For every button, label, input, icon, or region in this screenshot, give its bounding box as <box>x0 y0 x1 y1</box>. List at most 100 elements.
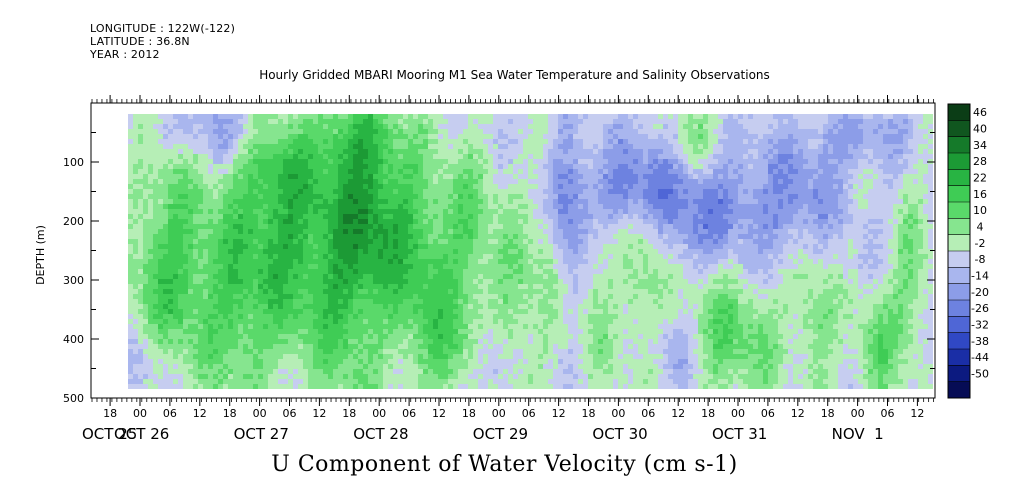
field-cell <box>788 169 794 175</box>
field-cell <box>453 219 459 225</box>
field-cell <box>278 244 284 250</box>
field-cell <box>878 119 884 125</box>
field-cell <box>318 264 324 270</box>
field-cell <box>333 214 339 220</box>
field-cell <box>783 184 789 190</box>
field-cell <box>423 209 429 215</box>
field-cell <box>258 174 264 180</box>
field-cell <box>558 169 564 175</box>
field-cell <box>398 179 404 185</box>
field-cell <box>488 149 494 155</box>
field-cell <box>338 264 344 270</box>
field-cell <box>273 139 279 145</box>
field-cell <box>258 234 264 240</box>
field-cell <box>133 204 139 210</box>
field-cell <box>688 179 694 185</box>
field-cell <box>253 194 259 200</box>
field-cell <box>898 249 904 255</box>
field-cell <box>323 144 329 150</box>
field-cell <box>758 134 764 140</box>
field-cell <box>188 129 194 135</box>
field-cell <box>268 254 274 260</box>
field-cell <box>888 164 894 170</box>
field-cell <box>553 264 559 270</box>
field-cell <box>673 139 679 145</box>
field-cell <box>573 234 579 240</box>
field-cell <box>208 259 214 265</box>
field-cell <box>333 234 339 240</box>
field-cell <box>563 204 569 210</box>
field-cell <box>153 219 159 225</box>
field-cell <box>783 149 789 155</box>
field-cell <box>593 204 599 210</box>
field-cell <box>863 129 869 135</box>
field-cell <box>128 194 134 200</box>
field-cell <box>568 224 574 230</box>
field-cell <box>393 214 399 220</box>
field-cell <box>543 224 549 230</box>
field-cell <box>733 244 739 250</box>
field-cell <box>758 119 764 125</box>
field-cell <box>668 204 674 210</box>
field-cell <box>568 214 574 220</box>
field-cell <box>778 154 784 160</box>
field-cell <box>833 124 839 130</box>
field-cell <box>613 194 619 200</box>
field-cell <box>853 219 859 225</box>
field-cell <box>818 134 824 140</box>
field-cell <box>593 119 599 125</box>
field-cell <box>918 189 924 195</box>
field-cell <box>363 254 369 260</box>
field-cell <box>198 154 204 160</box>
field-cell <box>558 234 564 240</box>
field-cell <box>693 219 699 225</box>
field-cell <box>823 139 829 145</box>
field-cell <box>908 204 914 210</box>
field-cell <box>658 249 664 255</box>
field-cell <box>433 184 439 190</box>
field-cell <box>608 149 614 155</box>
field-cell <box>208 214 214 220</box>
field-cell <box>563 164 569 170</box>
field-cell <box>898 159 904 165</box>
field-cell <box>823 214 829 220</box>
field-cell <box>313 139 319 145</box>
field-cell <box>143 249 149 255</box>
field-cell <box>863 159 869 165</box>
field-cell <box>668 254 674 260</box>
field-cell <box>673 219 679 225</box>
field-cell <box>143 164 149 170</box>
field-cell <box>783 239 789 245</box>
field-cell <box>468 129 474 135</box>
field-cell <box>653 139 659 145</box>
field-cell <box>843 124 849 130</box>
field-cell <box>408 199 414 205</box>
field-cell <box>768 249 774 255</box>
field-cell <box>613 119 619 125</box>
field-cell <box>613 199 619 205</box>
field-cell <box>828 164 834 170</box>
field-cell <box>338 139 344 145</box>
field-cell <box>148 134 154 140</box>
field-cell <box>163 119 169 125</box>
field-cell <box>818 124 824 130</box>
field-cell <box>633 204 639 210</box>
field-cell <box>718 164 724 170</box>
field-cell <box>333 169 339 175</box>
field-cell <box>703 149 709 155</box>
field-cell <box>178 184 184 190</box>
field-cell <box>278 164 284 170</box>
field-cell <box>128 134 134 140</box>
field-cell <box>888 134 894 140</box>
field-cell <box>273 179 279 185</box>
field-cell <box>483 129 489 135</box>
field-cell <box>198 189 204 195</box>
field-cell <box>518 194 524 200</box>
field-cell <box>228 154 234 160</box>
field-cell <box>798 189 804 195</box>
field-cell <box>678 249 684 255</box>
field-cell <box>463 149 469 155</box>
field-cell <box>138 204 144 210</box>
field-cell <box>903 139 909 145</box>
field-cell <box>513 179 519 185</box>
